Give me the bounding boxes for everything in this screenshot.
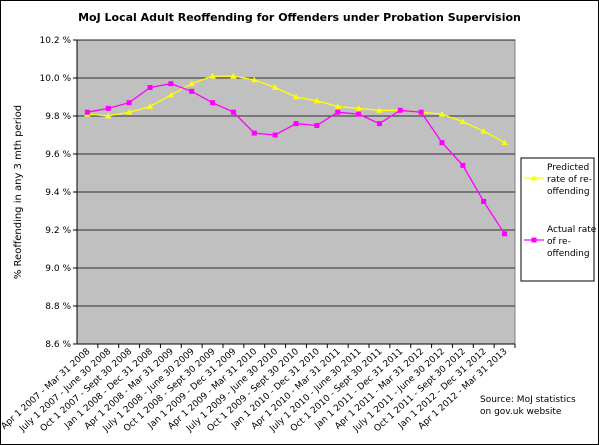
data-point — [334, 103, 341, 109]
data-point — [167, 91, 175, 98]
source-note-line: on gov.uk website — [480, 407, 562, 417]
data-point — [439, 140, 445, 146]
legend-label: rate of re- — [547, 175, 592, 185]
series-layer — [84, 72, 508, 237]
data-point — [438, 110, 446, 117]
data-point — [251, 76, 258, 83]
legend-marker — [530, 174, 538, 181]
grid-lines — [73, 39, 515, 345]
data-point — [480, 128, 487, 134]
legend-label: Actual rate — [547, 225, 597, 235]
data-point — [209, 72, 216, 79]
y-axis-label: % Reoffending in any 3 mth period — [13, 105, 24, 279]
data-point — [481, 199, 487, 204]
y-tick-label: 9.4 % — [45, 188, 71, 198]
source-note: Source: MoJ statistics on gov.uk website — [480, 394, 592, 418]
data-point — [126, 100, 132, 106]
data-point — [459, 118, 467, 125]
y-tick-label: 10.2 % — [40, 36, 72, 46]
data-point — [355, 105, 362, 111]
data-point — [293, 121, 299, 127]
data-point — [356, 111, 362, 117]
y-tick-label: 8.6 % — [45, 340, 71, 350]
data-point — [147, 85, 153, 90]
data-point — [125, 109, 133, 115]
y-tick-label: 9.6 % — [45, 150, 71, 160]
data-point — [397, 107, 403, 113]
data-point — [292, 93, 300, 100]
data-point — [460, 162, 466, 168]
source-note-line: Source: MoJ statistics — [480, 395, 576, 405]
y-tick-label: 8.8 % — [45, 302, 71, 312]
y-tick-label: 9.8 % — [45, 112, 71, 122]
y-tick-label: 10.0 % — [40, 74, 72, 84]
data-point — [189, 88, 195, 94]
data-point — [376, 107, 383, 113]
data-point — [188, 80, 195, 87]
data-point — [168, 81, 174, 87]
data-point — [418, 109, 424, 115]
data-point — [313, 97, 321, 104]
data-point — [314, 123, 320, 128]
data-point — [251, 130, 257, 136]
data-point — [376, 121, 382, 127]
data-point — [105, 105, 111, 111]
chart-title: MoJ Local Adult Reoffending for Offender… — [78, 11, 521, 24]
data-point — [84, 109, 90, 115]
legend-label: of re- — [547, 237, 571, 247]
legend-marker — [531, 237, 537, 243]
data-point — [146, 103, 154, 109]
y-tick-labels: 8.6 % 8.8 % 9.0 % 9.2 % 9.4 % 9.6 % 9.8 % 10.0 … — [40, 36, 72, 350]
data-point — [272, 132, 278, 138]
data-point — [502, 231, 508, 237]
data-point — [210, 100, 216, 106]
legend-entries: Predicted rate of re-offending Actual rate… — [524, 163, 597, 259]
y-tick-label: 9.0 % — [45, 264, 71, 274]
data-point — [230, 109, 236, 115]
legend-label: offending — [547, 187, 590, 197]
legend-label: Predicted — [547, 163, 589, 173]
data-point — [501, 139, 508, 145]
data-point — [105, 112, 112, 119]
y-tick-label: 9.2 % — [45, 226, 71, 236]
data-point — [335, 109, 341, 115]
legend-label: offending — [547, 249, 590, 259]
data-point — [230, 72, 237, 79]
data-point — [271, 84, 279, 90]
